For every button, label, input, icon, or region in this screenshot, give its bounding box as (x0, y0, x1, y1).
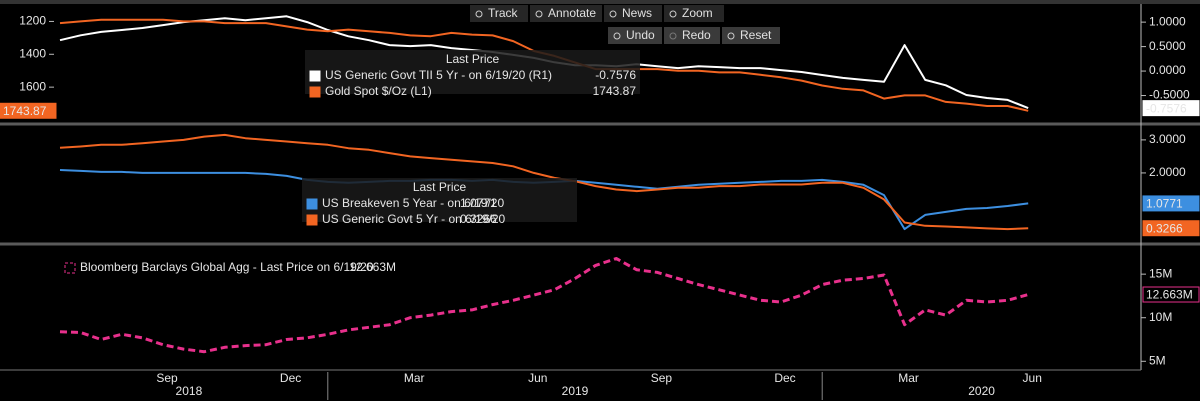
button-bg (664, 27, 720, 44)
last-value-label: 0.3266 (1146, 221, 1183, 235)
y-tick-label: 1400 (19, 46, 46, 60)
x-tick-label: Jun (1023, 371, 1042, 385)
year-label: 2020 (968, 384, 995, 398)
x-tick-label: Mar (404, 371, 425, 385)
last-value-box (1142, 286, 1200, 303)
button-icon (727, 32, 735, 40)
button-label[interactable]: Annotate (548, 6, 596, 20)
button-label[interactable]: Redo (682, 28, 711, 42)
button-icon (669, 10, 677, 18)
legend-value: -0.7576 (595, 68, 636, 82)
button-icon (609, 10, 617, 18)
x-tick-label: Sep (651, 371, 673, 385)
series-line (59, 257, 1029, 354)
last-value-box (1142, 100, 1200, 117)
y-tick-label: 1.0000 (1149, 14, 1186, 28)
toolbar-button[interactable]: News (604, 5, 662, 22)
plot-layer: 1200 1400 1600 1.0000 0.5000 0.0000 -0.5000 3.0… (0, 14, 1200, 400)
x-tick-label: Dec (280, 371, 301, 385)
toolbar-button[interactable]: Annotate (530, 5, 602, 22)
y-tick-label: 15M (1149, 266, 1172, 280)
legend-value: 1743.87 (593, 84, 637, 98)
button-icon (475, 10, 483, 18)
button-bg (604, 5, 662, 22)
button-label[interactable]: Reset (740, 28, 772, 42)
last-value-box (1142, 195, 1200, 212)
button-bg (664, 5, 724, 22)
button-label[interactable]: Zoom (682, 6, 713, 20)
y-tick-label: 10M (1149, 310, 1172, 324)
y-tick-label: 0.5000 (1149, 39, 1186, 53)
legend-label: Gold Spot $/Oz (L1) (325, 84, 432, 98)
button-bg (608, 27, 662, 44)
button-icon (535, 10, 543, 18)
toolbar-button[interactable]: Redo (664, 27, 720, 44)
button-bg (530, 5, 602, 22)
last-value-label: 1743.87 (3, 104, 47, 118)
toolbar: Track Annotate News Zoom Undo Redo Reset (470, 5, 780, 44)
legend-swatch (306, 198, 318, 210)
button-label[interactable]: Undo (626, 28, 655, 42)
legend-swatch (306, 214, 318, 226)
x-tick-label: Dec (774, 371, 795, 385)
y-tick-label: 3.0000 (1149, 132, 1186, 146)
legend-label: US Generic Govt TII 5 Yr - on 6/19/20 (R… (325, 68, 552, 82)
y-tick-label: -0.5000 (1149, 88, 1190, 102)
x-tick-label: Sep (156, 371, 178, 385)
toolbar-button[interactable]: Reset (722, 27, 780, 44)
year-label: 2019 (562, 384, 589, 398)
year-label: 2018 (176, 384, 203, 398)
last-value-label: 1.0771 (1146, 197, 1183, 211)
button-bg (470, 5, 528, 22)
x-tick-label: Jun (528, 371, 547, 385)
legend-swatch (309, 70, 321, 82)
x-tick-label: Mar (898, 371, 919, 385)
button-label[interactable]: News (622, 6, 652, 20)
toolbar-button[interactable]: Track (470, 5, 528, 22)
legend-value: 1.0771 (460, 196, 497, 210)
top-bar (0, 0, 1200, 4)
last-value-box (0, 102, 57, 119)
legend-box (302, 178, 577, 222)
legend-value: 12.663M (349, 260, 396, 274)
legend-label: Bloomberg Barclays Global Agg - Last Pri… (80, 260, 374, 274)
y-tick-label: 0.0000 (1149, 63, 1186, 77)
legend-box (305, 50, 640, 94)
y-tick-label: 2.0000 (1149, 165, 1186, 179)
series-line (59, 133, 1029, 231)
legend-swatch (309, 86, 321, 98)
legend-label: US Breakeven 5 Year - on 6/19/20 (322, 196, 504, 210)
button-icon (613, 32, 621, 40)
legend-title: Last Price (413, 180, 467, 194)
legend-label: US Generic Govt 5 Yr - on 6/19/20 (322, 212, 506, 226)
toolbar-button[interactable]: Zoom (664, 5, 724, 22)
y-tick-label: 1600 (19, 79, 46, 93)
button-icon (669, 32, 677, 40)
last-value-label: 12.663M (1146, 288, 1193, 302)
button-label[interactable]: Track (488, 6, 519, 20)
toolbar-button[interactable]: Undo (608, 27, 662, 44)
button-bg (722, 27, 780, 44)
y-tick-label: 5M (1149, 353, 1166, 367)
legend-swatch (64, 262, 76, 274)
legend-value: 0.3266 (460, 212, 497, 226)
legend-title: Last Price (446, 52, 500, 66)
last-value-label: -0.7576 (1146, 101, 1187, 115)
last-value-box (1142, 220, 1200, 237)
y-tick-label: 1200 (19, 14, 46, 28)
